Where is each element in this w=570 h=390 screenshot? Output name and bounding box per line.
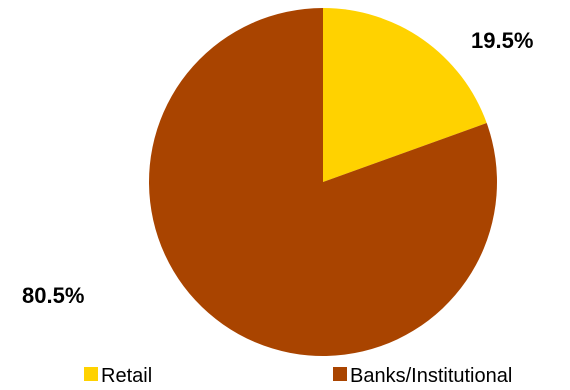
pie-slice-banks-institutional	[148, 8, 497, 357]
pie-slice-retail	[323, 8, 487, 182]
data-label-banks-institutional: 80.5%	[22, 283, 84, 308]
data-label-retail: 19.5%	[471, 28, 533, 53]
legend-label-banks-institutional: Banks/Institutional	[350, 365, 512, 387]
legend-swatch-banks-institutional	[333, 367, 347, 381]
legend-label-retail: Retail	[101, 365, 152, 387]
pie-slices	[148, 8, 497, 357]
legend-swatch-retail	[84, 367, 98, 381]
legend: Retail Banks/Institutional	[84, 365, 512, 387]
